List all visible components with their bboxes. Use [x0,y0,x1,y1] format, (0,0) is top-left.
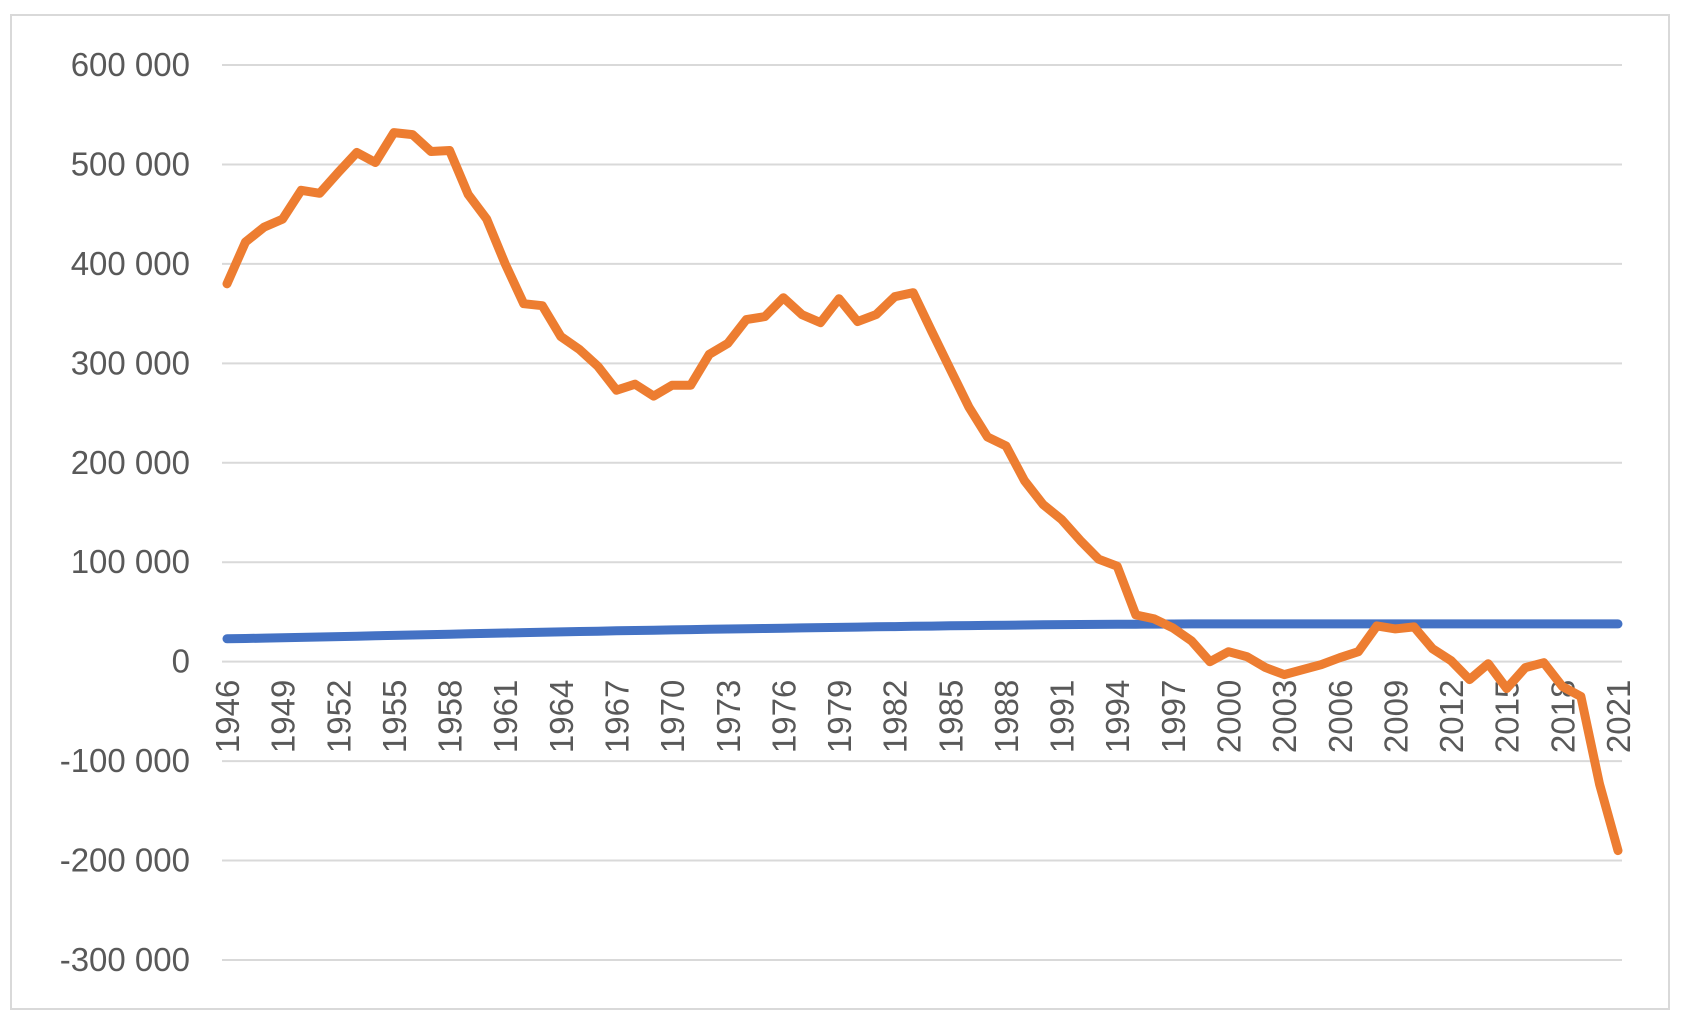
line-chart: -300 000 -200 000 -100 000 0 100 000 200 000 3… [60,46,1637,978]
gridlines [222,64,1622,961]
x-tick-label: 1994 [1099,680,1136,753]
x-tick-label: 1991 [1044,680,1081,753]
y-tick-label: 500 000 [71,145,190,182]
chart-frame: -300 000 -200 000 -100 000 0 100 000 200 000 3… [10,14,1670,1010]
x-tick-label: 2009 [1377,680,1414,753]
x-tick-label: 1967 [598,680,635,753]
x-axis-tick-labels: 1946 1949 1952 1955 1958 1961 1964 1967 1970 1973… [209,680,1637,753]
x-tick-label: 1997 [1155,680,1192,753]
x-tick-label: 2021 [1600,680,1637,753]
series-line-orange [222,128,1623,856]
x-tick-label: 1964 [543,680,580,753]
x-tick-label: 1946 [209,680,246,753]
x-tick-label: 2012 [1433,680,1470,753]
x-tick-label: 1949 [265,680,302,753]
x-tick-label: 1970 [654,680,691,753]
x-tick-label: 1958 [432,680,469,753]
y-tick-label: 400 000 [71,245,190,282]
y-tick-label: 200 000 [71,444,190,481]
x-tick-label: 1961 [487,680,524,753]
y-tick-label: -100 000 [60,742,190,779]
x-tick-label: 1979 [821,680,858,753]
y-tick-label: -200 000 [60,842,190,879]
y-tick-label: 100 000 [71,543,190,580]
x-tick-label: 1976 [765,680,802,753]
x-tick-label: 1985 [932,680,969,753]
y-tick-label: 300 000 [71,344,190,381]
x-tick-label: 1982 [877,680,914,753]
x-tick-label: 1988 [988,680,1025,753]
y-tick-label: -300 000 [60,941,190,978]
x-tick-label: 1973 [710,680,747,753]
x-tick-label: 2003 [1266,680,1303,753]
series-lines [222,128,1623,856]
x-tick-label: 2006 [1322,680,1359,753]
x-tick-label: 2000 [1211,680,1248,753]
y-axis-tick-labels: -300 000 -200 000 -100 000 0 100 000 200 000 3… [60,46,190,978]
x-tick-label: 1955 [376,680,413,753]
y-tick-label: 0 [172,643,190,680]
y-tick-label: 600 000 [71,46,190,83]
x-tick-label: 1952 [320,680,357,753]
